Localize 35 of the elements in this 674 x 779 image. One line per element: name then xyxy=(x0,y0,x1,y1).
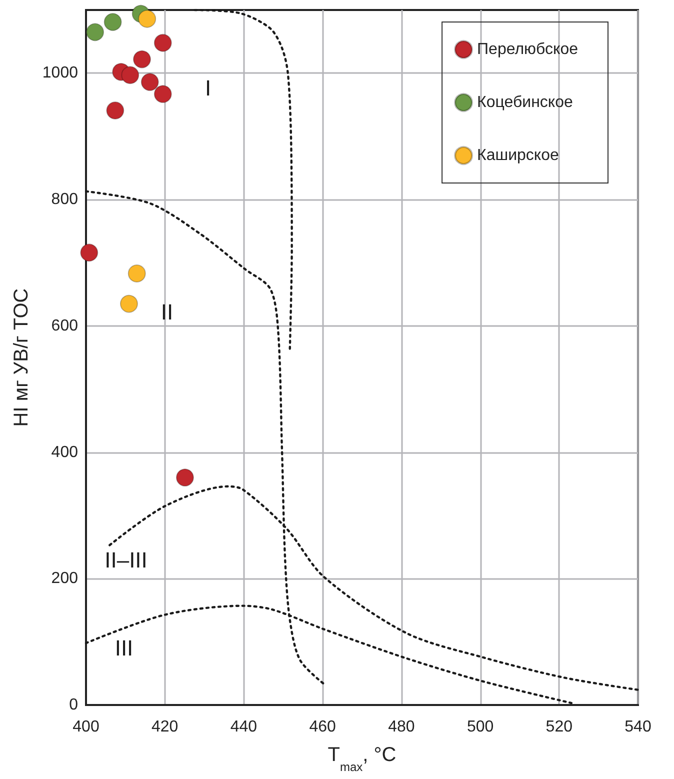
point xyxy=(86,23,104,42)
x-tick-label: 540 xyxy=(624,718,652,736)
point xyxy=(154,85,172,104)
x-tick-label: 400 xyxy=(72,718,100,736)
y-tick-label: 600 xyxy=(51,317,78,334)
point xyxy=(120,294,138,313)
y-tick-label: 200 xyxy=(51,570,78,588)
y-tick-label: 0 xyxy=(69,696,78,714)
point xyxy=(106,101,124,120)
annotation: III xyxy=(114,636,134,660)
x-tick-label: 440 xyxy=(230,718,258,736)
legend-label: Коцебинское xyxy=(477,94,573,111)
y-tick-label: 1000 xyxy=(42,64,78,82)
point xyxy=(154,34,172,52)
point xyxy=(133,50,151,68)
y-tick-label: 800 xyxy=(51,191,78,208)
legend-label: Перелюбское xyxy=(477,41,578,58)
x-tick-label: 500 xyxy=(466,718,494,736)
legend-label: Каширское xyxy=(477,147,560,164)
point xyxy=(140,73,159,92)
x-tick-label: 520 xyxy=(546,718,573,736)
point xyxy=(176,468,194,487)
point xyxy=(80,244,98,262)
point xyxy=(128,264,146,282)
x-tick-label: 420 xyxy=(152,718,178,736)
y-axis-title: HI мг УВ/г TOC xyxy=(10,288,33,427)
annotation: I xyxy=(204,76,212,100)
annotation: II xyxy=(160,300,174,324)
annotation: II–III xyxy=(104,548,148,572)
y-tick-label: 400 xyxy=(51,444,78,461)
x-tick-label: 460 xyxy=(309,718,336,736)
x-tick-label: 480 xyxy=(388,718,415,736)
point xyxy=(138,10,156,28)
point xyxy=(104,13,122,31)
point xyxy=(121,66,140,84)
